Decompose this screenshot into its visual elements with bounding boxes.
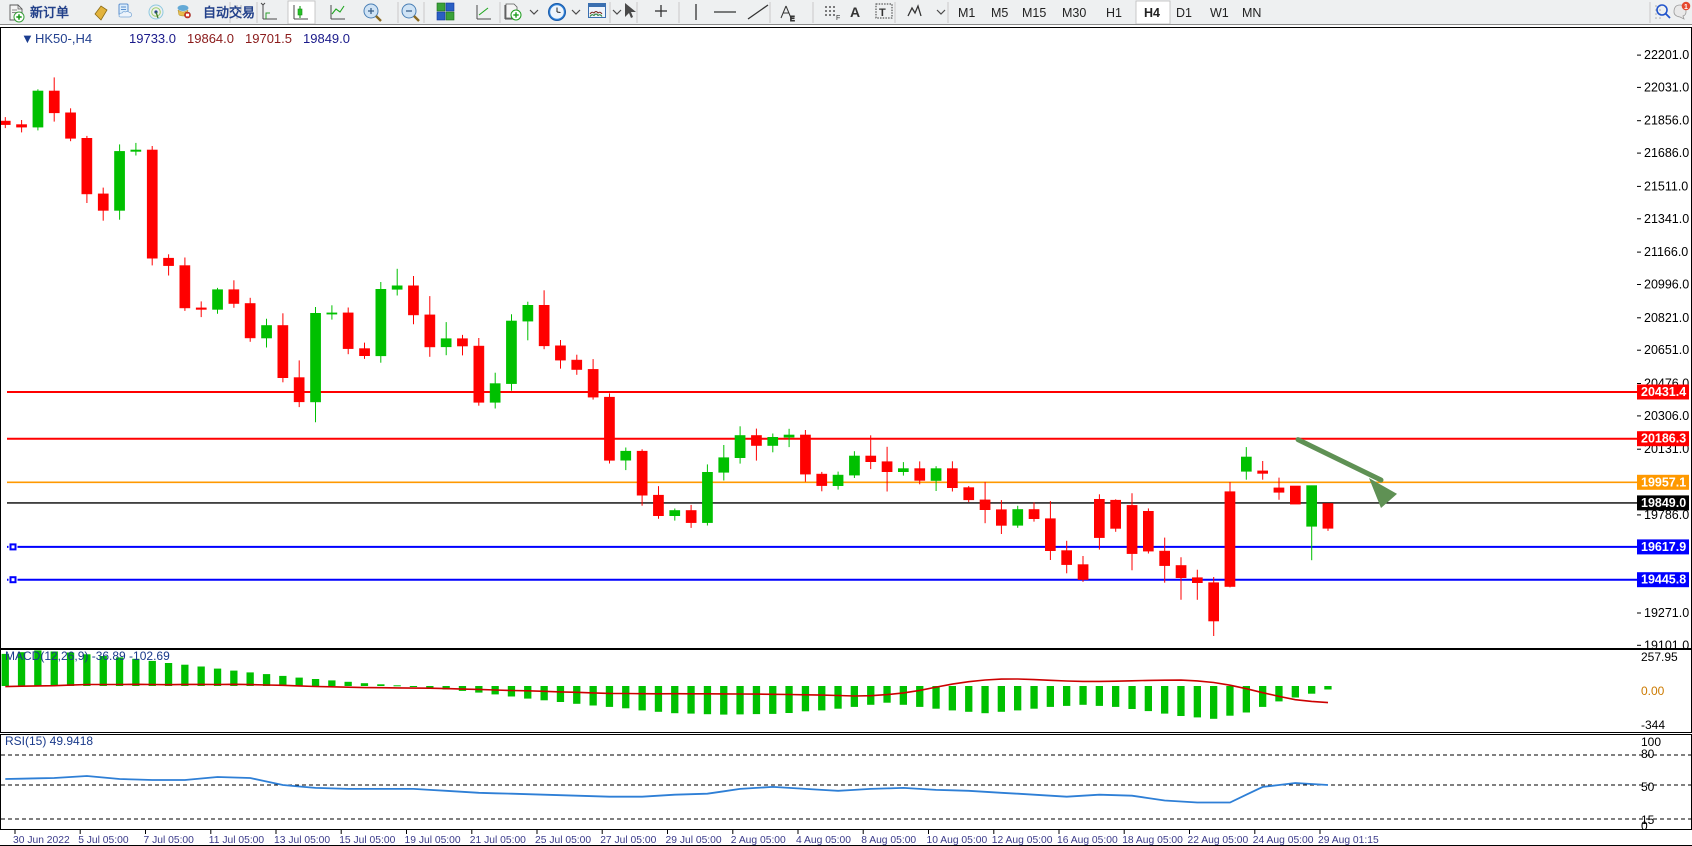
svg-text:13 Jul 05:00: 13 Jul 05:00 [274,835,330,846]
svg-text:16 Aug 05:00: 16 Aug 05:00 [1057,835,1118,846]
svg-text:MN: MN [1242,6,1261,20]
svg-text:2 Aug 05:00: 2 Aug 05:00 [731,835,786,846]
svg-text:19 Jul 05:00: 19 Jul 05:00 [405,835,461,846]
svg-text:22031.0: 22031.0 [1644,80,1689,94]
svg-text:19617.9: 19617.9 [1641,540,1686,554]
svg-text:19271.0: 19271.0 [1644,606,1689,620]
svg-text:F: F [836,15,840,22]
svg-text:M30: M30 [1062,6,1086,20]
svg-text:20651.0: 20651.0 [1644,343,1689,357]
svg-text:80: 80 [1641,747,1655,761]
svg-text:新订单: 新订单 [30,5,69,20]
svg-text:25 Jul 05:00: 25 Jul 05:00 [535,835,591,846]
svg-text:7 Jul 05:00: 7 Jul 05:00 [144,835,195,846]
svg-text:M5: M5 [991,6,1008,20]
svg-text:1: 1 [1684,4,1688,11]
svg-text:20306.0: 20306.0 [1644,409,1689,423]
svg-text:21 Jul 05:00: 21 Jul 05:00 [470,835,526,846]
svg-text:▼: ▼ [21,31,34,46]
svg-text:19701.5: 19701.5 [245,31,292,46]
svg-text:11 Jul 05:00: 11 Jul 05:00 [209,835,265,846]
svg-text:21686.0: 21686.0 [1644,146,1689,160]
svg-text:257.95: 257.95 [1641,650,1678,664]
svg-text:RSI(15) 49.9418: RSI(15) 49.9418 [5,735,93,748]
svg-text:50: 50 [1641,780,1655,794]
svg-text:8 Aug 05:00: 8 Aug 05:00 [861,835,916,846]
svg-text:自动交易: 自动交易 [203,5,255,20]
svg-text:20996.0: 20996.0 [1644,278,1689,292]
svg-text:30 Jun 2022: 30 Jun 2022 [13,835,70,846]
svg-text:T: T [879,7,886,19]
svg-text:22201.0: 22201.0 [1644,48,1689,62]
svg-text:19445.8: 19445.8 [1641,573,1686,587]
svg-text:19733.0: 19733.0 [129,31,176,46]
svg-text:HK50-,H4: HK50-,H4 [35,31,92,46]
svg-text:12 Aug 05:00: 12 Aug 05:00 [992,835,1053,846]
svg-text:W1: W1 [1210,6,1229,20]
svg-text:21341.0: 21341.0 [1644,212,1689,226]
svg-text:18 Aug 05:00: 18 Aug 05:00 [1122,835,1183,846]
svg-text:24 Aug 05:00: 24 Aug 05:00 [1253,835,1314,846]
svg-text:21166.0: 21166.0 [1644,245,1688,259]
svg-text:10 Aug 05:00: 10 Aug 05:00 [927,835,988,846]
svg-text:20431.4: 20431.4 [1641,385,1686,399]
svg-text:19957.1: 19957.1 [1641,475,1686,489]
svg-text:0.00: 0.00 [1641,684,1665,698]
svg-text:MACD(12,26,9) -36.89 -102.69: MACD(12,26,9) -36.89 -102.69 [5,650,170,663]
svg-text:-344: -344 [1641,718,1665,732]
svg-text:H1: H1 [1106,6,1122,20]
svg-text:M1: M1 [958,6,975,20]
svg-text:27 Jul 05:00: 27 Jul 05:00 [600,835,656,846]
svg-text:A: A [850,4,860,20]
svg-text:M15: M15 [1022,6,1046,20]
svg-text:29 Aug 01:15: 29 Aug 01:15 [1318,835,1379,846]
svg-text:22 Aug 05:00: 22 Aug 05:00 [1188,835,1249,846]
svg-text:19849.0: 19849.0 [1641,496,1686,510]
svg-text:4 Aug 05:00: 4 Aug 05:00 [796,835,851,846]
svg-text:20821.0: 20821.0 [1644,311,1689,325]
svg-text:15 Jul 05:00: 15 Jul 05:00 [339,835,395,846]
svg-text:E: E [790,16,795,23]
svg-text:H4: H4 [1144,6,1160,20]
svg-text:20186.3: 20186.3 [1641,432,1686,446]
svg-text:29 Jul 05:00: 29 Jul 05:00 [666,835,722,846]
svg-text:19864.0: 19864.0 [187,31,234,46]
svg-text:5 Jul 05:00: 5 Jul 05:00 [78,835,129,846]
svg-text:21511.0: 21511.0 [1644,179,1688,193]
svg-text:D1: D1 [1176,6,1192,20]
svg-text:19849.0: 19849.0 [303,31,350,46]
svg-text:21856.0: 21856.0 [1644,114,1689,128]
